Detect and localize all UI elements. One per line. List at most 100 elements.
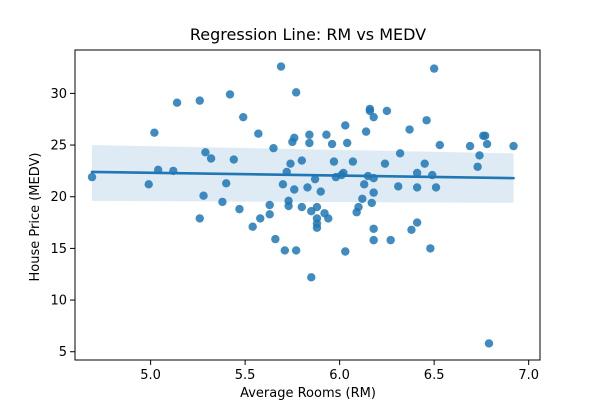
data-point [222,179,231,188]
data-point [473,162,482,171]
y-tick-label: 5 [59,345,67,360]
data-point [394,182,403,191]
data-point [150,128,159,137]
data-point [307,273,316,282]
data-point [426,244,435,253]
data-point [465,141,475,151]
data-point [380,159,390,168]
data-point [271,234,280,244]
data-point [291,246,301,255]
data-point [369,188,378,197]
data-point [269,143,278,153]
data-point [324,214,333,223]
data-point [254,129,263,138]
x-tick-label: 7.0 [518,368,539,383]
plot-frame [74,49,541,361]
x-axis-label: Average Rooms (RM) [240,386,376,400]
data-point [429,64,439,73]
axes-layer: 5.0 5.5 6.0 6.5 7.0 5 10 15 20 25 30 [50,49,541,383]
data-point [412,183,422,192]
data-point [405,125,414,134]
data-point [412,218,422,227]
data-point [297,202,307,212]
data-point [218,197,227,207]
data-point [229,155,238,164]
y-tick-label: 10 [50,294,67,309]
data-point [420,159,429,168]
data-point [509,141,518,151]
data-point [256,214,265,223]
x-tick-label: 5.0 [140,368,161,383]
chart-title: Regression Line: RM vs MEDV [190,25,426,44]
data-point [248,222,257,231]
x-tick-label: 6.5 [424,368,445,383]
y-tick-label: 25 [50,139,67,154]
data-point [407,225,416,234]
data-point [484,339,494,348]
data-point [310,174,320,184]
data-point [284,201,293,211]
data-point [312,202,322,212]
data-point [280,246,290,255]
regression-line-layer [90,170,515,180]
data-point [412,168,422,178]
data-point [305,130,314,139]
data-point [206,154,216,163]
data-point [312,214,322,223]
data-point [342,138,352,148]
data-point [225,90,235,99]
data-point [369,224,378,233]
data-point [322,130,331,139]
data-point [422,116,431,125]
data-point [144,180,153,189]
data-point [475,151,484,160]
data-point [480,131,490,140]
data-point [327,139,337,149]
data-point [386,235,395,245]
data-point [291,88,301,97]
data-point [286,159,295,168]
x-tick-label: 6.0 [329,368,350,383]
data-point [395,149,405,158]
y-tick-label: 20 [50,190,67,205]
data-point [361,127,371,136]
x-tick-label: 5.5 [235,368,256,383]
data-point [305,138,314,148]
data-point [278,180,288,189]
data-point [365,106,375,116]
data-point [329,157,339,166]
data-point [341,247,350,256]
data-point [265,210,274,219]
regression-line [90,170,515,180]
data-point [297,156,307,165]
data-point [235,204,244,214]
data-point [199,191,208,200]
y-axis-label: House Price (MEDV) [28,153,43,282]
data-point [195,214,204,223]
data-point [367,198,376,208]
data-point [382,106,392,116]
data-point [348,157,358,166]
data-point [265,200,274,210]
data-point [195,96,204,105]
y-tick-label: 30 [50,87,67,102]
data-point [290,185,299,194]
data-point [87,172,97,182]
data-point [431,183,441,192]
data-point [435,140,445,150]
data-point [358,194,367,203]
data-point [354,202,363,212]
data-point [172,98,182,107]
y-tick-label: 15 [50,242,67,257]
data-point [369,112,378,122]
data-point [303,183,312,192]
points-layer [87,62,518,348]
data-point [201,148,210,157]
data-point [341,121,350,130]
data-point [360,180,369,189]
data-point [290,133,299,143]
data-point [316,187,325,196]
data-point [239,112,248,122]
